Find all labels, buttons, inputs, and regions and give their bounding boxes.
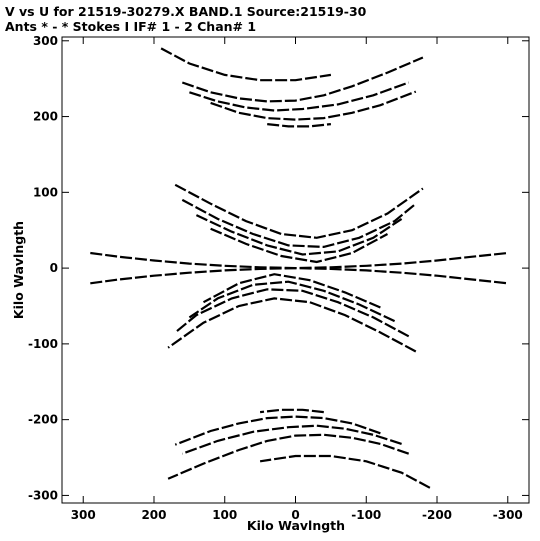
- uv-track: [189, 81, 410, 112]
- uv-track: [174, 415, 381, 446]
- x-tick-label: -200: [422, 508, 452, 522]
- y-tick-label: 100: [33, 185, 58, 199]
- x-axis-ticks: 300 200 100 0 -100 -200 -300: [71, 37, 523, 522]
- y-tick-label: 0: [50, 261, 58, 275]
- plot-frame: [61, 36, 530, 504]
- y-tick-label: -100: [28, 337, 58, 351]
- uv-track: [259, 408, 324, 414]
- uv-track: [195, 214, 403, 256]
- y-axis-ticks: 300 200 100 0 -100 -200 -300: [28, 34, 529, 502]
- uv-track: [174, 183, 424, 239]
- data-points: [90, 47, 508, 489]
- uv-track: [210, 90, 417, 121]
- uv-track: [267, 123, 332, 128]
- y-tick-label: -300: [28, 488, 58, 502]
- uv-track: [181, 424, 402, 455]
- uv-track: [167, 297, 417, 353]
- y-axis-label: Kilo Wavlngth: [11, 221, 26, 319]
- y-tick-label: 300: [33, 34, 58, 48]
- x-tick-label: 0: [291, 508, 299, 522]
- uv-track: [167, 433, 410, 480]
- uv-track: [160, 47, 332, 82]
- uv-track: [188, 280, 396, 323]
- y-tick-label: 200: [33, 110, 58, 124]
- x-tick-label: -100: [351, 508, 381, 522]
- x-tick-label: 100: [212, 508, 237, 522]
- uv-track: [90, 251, 508, 285]
- chart-subtitle: Ants * - * Stokes I IF# 1 - 2 Chan# 1: [5, 19, 256, 34]
- chart-title: V vs U for 21519-30279.X BAND.1 Source:2…: [5, 4, 367, 19]
- uv-track: [259, 454, 431, 489]
- x-tick-label: 200: [141, 508, 166, 522]
- x-tick-label: -300: [493, 508, 523, 522]
- y-tick-label: -200: [28, 413, 58, 427]
- uv-track: [181, 198, 417, 249]
- uv-track: [174, 288, 410, 338]
- uv-track: [210, 227, 389, 264]
- uv-track: [202, 273, 381, 309]
- uv-track: [181, 56, 424, 103]
- x-axis-label: Kilo Wavlngth: [247, 518, 345, 533]
- x-tick-label: 300: [71, 508, 96, 522]
